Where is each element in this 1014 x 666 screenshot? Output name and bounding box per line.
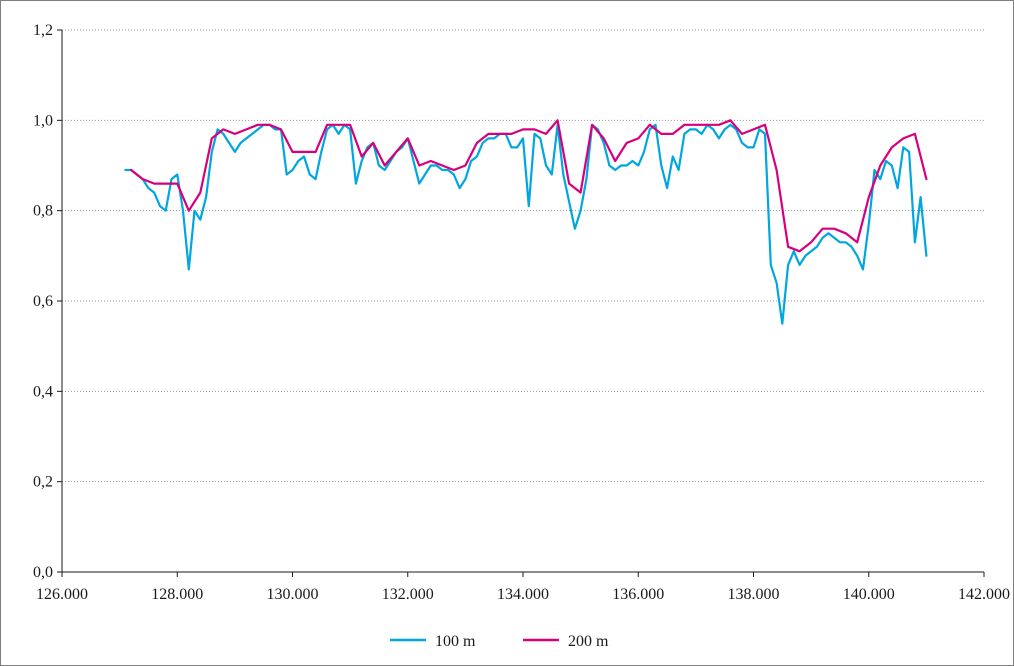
y-tick-label: 1,0 xyxy=(33,112,53,129)
grid-lines xyxy=(62,29,984,483)
legend: 100 m 200 m xyxy=(390,633,609,650)
x-tick-label: 134.000 xyxy=(497,586,549,603)
x-tick-label: 126.000 xyxy=(36,586,88,603)
legend-label: 100 m xyxy=(435,633,476,650)
legend-label: 200 m xyxy=(568,633,609,650)
tick-marks: 0,0 0,2 0,4 0,6 0,8 1,0 1,2 126.000 128.000 130.0… xyxy=(33,22,1010,603)
series-lines xyxy=(124,119,928,325)
series-line-200m xyxy=(130,119,928,253)
y-tick-label: 0,0 xyxy=(33,564,53,581)
x-tick-label: 136.000 xyxy=(612,586,664,603)
x-tick-label: 142.000 xyxy=(958,586,1010,603)
x-tick-label: 128.000 xyxy=(151,586,203,603)
x-tick-label: 130.000 xyxy=(267,586,319,603)
y-tick-label: 0,4 xyxy=(33,383,53,400)
x-tick-label: 132.000 xyxy=(382,586,434,603)
y-tick-label: 0,8 xyxy=(33,203,53,220)
series-line-100m xyxy=(124,123,928,325)
y-tick-label: 0,2 xyxy=(33,474,53,491)
x-tick-label: 138.000 xyxy=(728,586,780,603)
x-tick-label: 140.000 xyxy=(843,586,895,603)
y-tick-label: 0,6 xyxy=(33,293,53,310)
y-tick-label: 1,2 xyxy=(33,22,53,39)
